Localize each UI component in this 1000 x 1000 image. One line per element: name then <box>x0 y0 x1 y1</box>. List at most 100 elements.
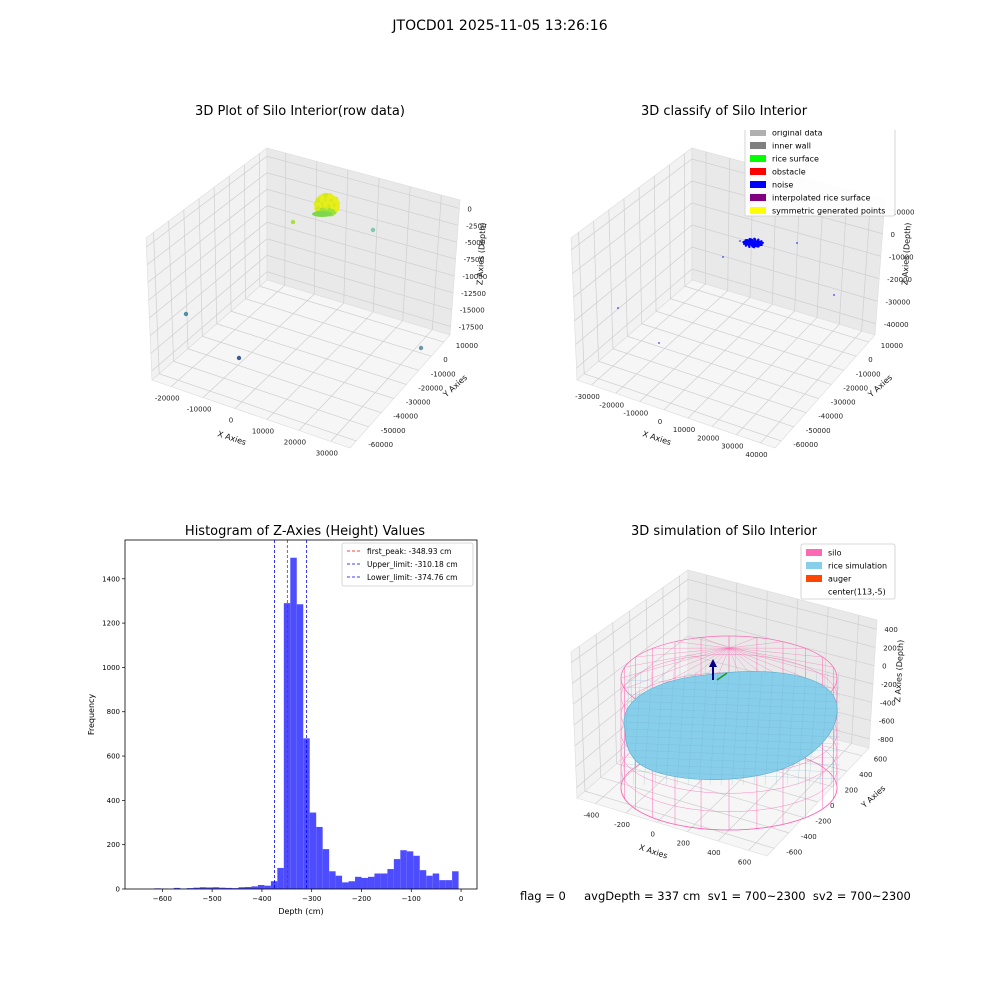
noise-point <box>746 239 749 242</box>
histogram-bar <box>445 880 453 889</box>
y-axis-label: Frequency <box>87 694 96 736</box>
noise-point <box>751 245 755 248</box>
y-grid-line <box>173 360 369 428</box>
y-grid-line <box>243 164 246 299</box>
legend-swatch <box>750 130 766 136</box>
z-grid-line <box>148 205 456 301</box>
rice-mesh-line <box>624 756 841 766</box>
raw-outlier-point <box>418 345 424 351</box>
legend-label: Upper_limit: -310.18 cm <box>367 560 458 569</box>
noise-point <box>758 241 761 244</box>
legend-label: auger <box>828 575 852 584</box>
raw-data-point <box>315 205 321 212</box>
rice-mesh-line <box>753 671 763 786</box>
y-grid-line <box>216 323 407 385</box>
x-tick-label: 0 <box>658 418 662 426</box>
y-grid-line <box>598 360 794 428</box>
y-tick-label: 0 <box>443 356 447 364</box>
noise-point <box>742 240 745 244</box>
z-tick-label: 200 <box>883 644 896 652</box>
z-grid-line <box>573 635 874 726</box>
rice-mesh-line <box>624 721 841 731</box>
noise-point <box>755 245 758 248</box>
x-grid-line <box>202 293 315 398</box>
z-tick-label: 400 <box>884 626 897 634</box>
y-grid-line <box>213 187 218 324</box>
z-tick-label: 10000 <box>892 208 914 216</box>
x-grid-line <box>705 151 707 285</box>
rice-mesh-line <box>621 671 631 786</box>
x-tick-label: −100 <box>402 895 421 903</box>
y-grid-line <box>623 198 628 337</box>
z-axis-label: Z Axies (Depth) <box>475 222 487 285</box>
x-tick-label: -400 <box>583 812 599 820</box>
z-grid-line <box>150 254 452 354</box>
raw-data-point <box>322 192 329 198</box>
z-axis-label: Z Axies (Depth) <box>893 640 905 703</box>
rice-mesh-line <box>797 671 807 786</box>
rice-mesh-line <box>624 763 841 773</box>
histogram-bar <box>348 881 356 889</box>
legend-label: rice surface <box>772 155 819 164</box>
y-grid-line <box>245 298 432 357</box>
x-grid-line <box>298 320 404 431</box>
noise-point <box>757 243 760 247</box>
z-grid-line <box>573 202 881 298</box>
legend-swatch <box>750 155 766 162</box>
x-tick-label: −400 <box>252 895 271 903</box>
rice-mesh-line <box>624 728 841 738</box>
y-tick-label: -20000 <box>843 384 868 392</box>
x-tick-label: 600 <box>738 858 751 866</box>
histogram-bar <box>439 880 446 889</box>
x-grid-line <box>591 283 706 386</box>
histogram-bar <box>309 812 317 889</box>
histogram-bar <box>186 888 194 889</box>
x-grid-line <box>615 290 728 394</box>
x-tick-label: -30000 <box>575 393 600 401</box>
floor-pane <box>576 279 876 449</box>
y-tick-label: 0 <box>868 356 872 364</box>
noise-point <box>753 239 757 242</box>
y-tick-label: 600 <box>107 753 120 761</box>
y-grid-line <box>153 232 160 374</box>
legend-swatch <box>750 168 766 175</box>
histogram-bar <box>225 887 233 889</box>
legend-swatch <box>750 142 766 149</box>
sim-plot-title: 3D simulation of Silo Interior <box>631 524 817 539</box>
x-grid-line <box>343 169 349 304</box>
classify-3d-plot: -30000-20000-100000100002000030000400001… <box>570 130 914 459</box>
silo-bottom-rim-front <box>620 787 838 831</box>
raw-outlier-point <box>236 355 242 361</box>
legend-label: obstacle <box>772 168 806 177</box>
legend-label: Lower_limit: -374.76 cm <box>367 573 457 582</box>
simulation-3d-plot: -400-20002004006006004002000-200-400-600… <box>570 543 905 866</box>
rice-mesh-line <box>720 671 730 786</box>
sim-legend <box>800 543 896 600</box>
y-grid-line <box>259 285 444 343</box>
raw-outlier-point <box>290 219 296 225</box>
x-tick-label: −300 <box>302 895 321 903</box>
y-tick-label: -30000 <box>831 399 856 407</box>
y-grid-line <box>198 198 203 337</box>
y-grid-line <box>187 348 382 414</box>
rice-mesh-line <box>786 671 796 786</box>
histogram-bar <box>413 855 420 889</box>
legend-swatch <box>806 575 822 582</box>
z-grid-line <box>146 155 460 248</box>
rice-mesh-line <box>654 671 664 786</box>
z-tick-label: 0 <box>882 663 886 671</box>
y-tick-label: -400 <box>801 833 817 841</box>
x-grid-line <box>639 297 751 402</box>
histogram-bar <box>342 882 349 889</box>
histogram-bar <box>264 885 271 889</box>
x-grid-line <box>431 194 442 330</box>
histogram-bar <box>212 887 220 889</box>
z-tick-label: -400 <box>880 699 896 707</box>
histogram-bar <box>296 604 304 889</box>
y-tick-label: 600 <box>874 756 887 764</box>
rice-mesh-line <box>665 671 675 786</box>
x-grid-line <box>234 302 344 409</box>
y-tick-label: 1200 <box>102 620 120 628</box>
histogram-bar <box>251 886 258 889</box>
noise-point <box>756 239 760 242</box>
